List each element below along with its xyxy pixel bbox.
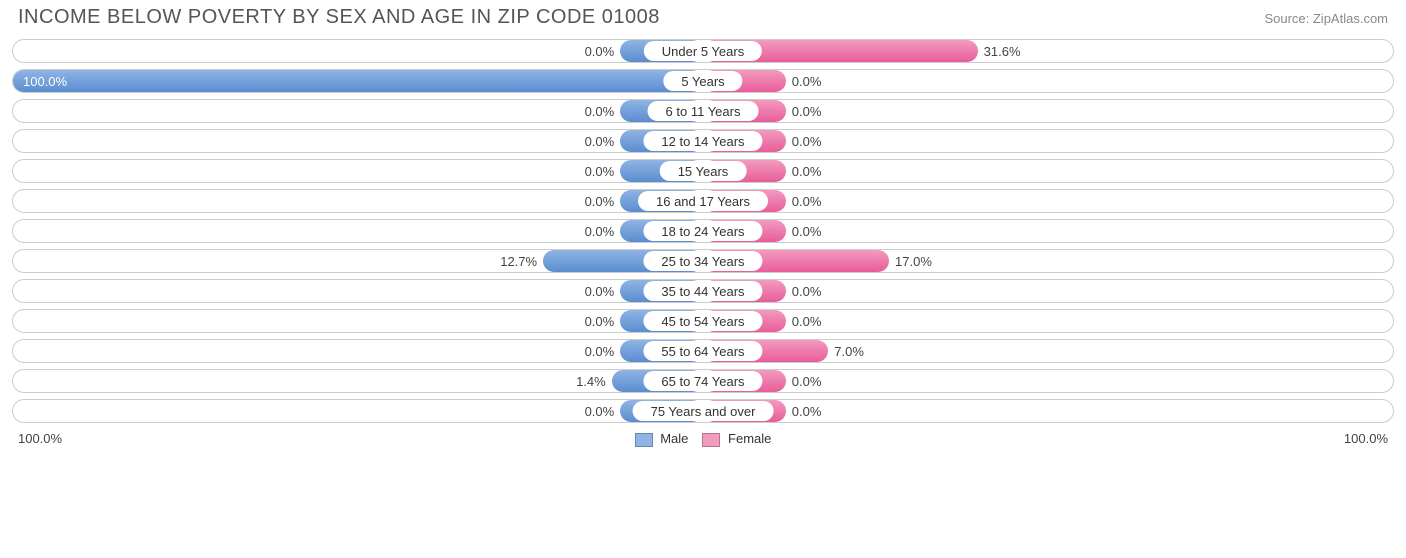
female-value-label: 17.0% — [895, 250, 932, 272]
female-value-label: 7.0% — [834, 340, 864, 362]
male-value-label: 0.0% — [585, 310, 615, 332]
bar-row: 0.0% 7.0% 55 to 64 Years — [12, 339, 1394, 363]
category-label: 6 to 11 Years — [648, 101, 759, 121]
female-value-label: 0.0% — [792, 130, 822, 152]
bar-row: 0.0% 0.0% 16 and 17 Years — [12, 189, 1394, 213]
female-value-label: 0.0% — [792, 70, 822, 92]
axis-label-right: 100.0% — [1344, 431, 1388, 446]
legend-item-male: Male — [635, 431, 689, 447]
female-value-label: 0.0% — [792, 220, 822, 242]
male-value-label: 0.0% — [585, 280, 615, 302]
female-value-label: 0.0% — [792, 400, 822, 422]
male-value-label: 0.0% — [585, 190, 615, 212]
bar-row: 12.7% 17.0% 25 to 34 Years — [12, 249, 1394, 273]
bar-row: 0.0% 0.0% 12 to 14 Years — [12, 129, 1394, 153]
bar-row: 0.0% 31.6% Under 5 Years — [12, 39, 1394, 63]
category-label: 15 Years — [660, 161, 747, 181]
category-label: 5 Years — [663, 71, 742, 91]
female-value-label: 0.0% — [792, 280, 822, 302]
male-value-label: 0.0% — [585, 400, 615, 422]
female-value-label: 0.0% — [792, 370, 822, 392]
bar-row: 1.4% 0.0% 65 to 74 Years — [12, 369, 1394, 393]
bar-row: 0.0% 0.0% 35 to 44 Years — [12, 279, 1394, 303]
header: INCOME BELOW POVERTY BY SEX AND AGE IN Z… — [12, 6, 1394, 29]
bar-row: 0.0% 0.0% 6 to 11 Years — [12, 99, 1394, 123]
legend: Male Female — [62, 431, 1344, 447]
axis-label-left: 100.0% — [18, 431, 62, 446]
source-attribution: Source: ZipAtlas.com — [1264, 11, 1388, 26]
category-label: 45 to 54 Years — [643, 311, 762, 331]
male-value-label: 0.0% — [585, 100, 615, 122]
category-label: 55 to 64 Years — [643, 341, 762, 361]
chart-body: 0.0% 31.6% Under 5 Years 100.0% 0.0% 5 Years 0… — [12, 39, 1394, 423]
male-value-label: 0.0% — [585, 160, 615, 182]
legend-label-female: Female — [728, 431, 771, 446]
female-value-label: 0.0% — [792, 100, 822, 122]
male-value-label: 12.7% — [500, 250, 537, 272]
female-value-label: 31.6% — [984, 40, 1021, 62]
category-label: 75 Years and over — [633, 401, 774, 421]
female-value-label: 0.0% — [792, 310, 822, 332]
female-value-label: 0.0% — [792, 160, 822, 182]
male-bar — [13, 70, 703, 92]
bar-row: 0.0% 0.0% 15 Years — [12, 159, 1394, 183]
male-value-label: 1.4% — [576, 370, 606, 392]
category-label: 65 to 74 Years — [643, 371, 762, 391]
category-label: 25 to 34 Years — [643, 251, 762, 271]
bar-row: 0.0% 0.0% 75 Years and over — [12, 399, 1394, 423]
legend-label-male: Male — [660, 431, 688, 446]
chart-footer: 100.0% Male Female 100.0% — [12, 431, 1394, 447]
bar-row: 0.0% 0.0% 45 to 54 Years — [12, 309, 1394, 333]
male-value-label: 0.0% — [585, 130, 615, 152]
male-value-label: 100.0% — [23, 70, 67, 92]
male-value-label: 0.0% — [585, 220, 615, 242]
female-value-label: 0.0% — [792, 190, 822, 212]
bar-row: 0.0% 0.0% 18 to 24 Years — [12, 219, 1394, 243]
male-value-label: 0.0% — [585, 340, 615, 362]
chart-container: INCOME BELOW POVERTY BY SEX AND AGE IN Z… — [0, 0, 1406, 457]
category-label: 12 to 14 Years — [643, 131, 762, 151]
legend-swatch-male — [635, 433, 653, 447]
category-label: 35 to 44 Years — [643, 281, 762, 301]
category-label: Under 5 Years — [644, 41, 762, 61]
category-label: 16 and 17 Years — [638, 191, 768, 211]
bar-row: 100.0% 0.0% 5 Years — [12, 69, 1394, 93]
legend-swatch-female — [702, 433, 720, 447]
chart-title: INCOME BELOW POVERTY BY SEX AND AGE IN Z… — [18, 6, 660, 29]
male-value-label: 0.0% — [585, 40, 615, 62]
legend-item-female: Female — [702, 431, 771, 447]
category-label: 18 to 24 Years — [643, 221, 762, 241]
